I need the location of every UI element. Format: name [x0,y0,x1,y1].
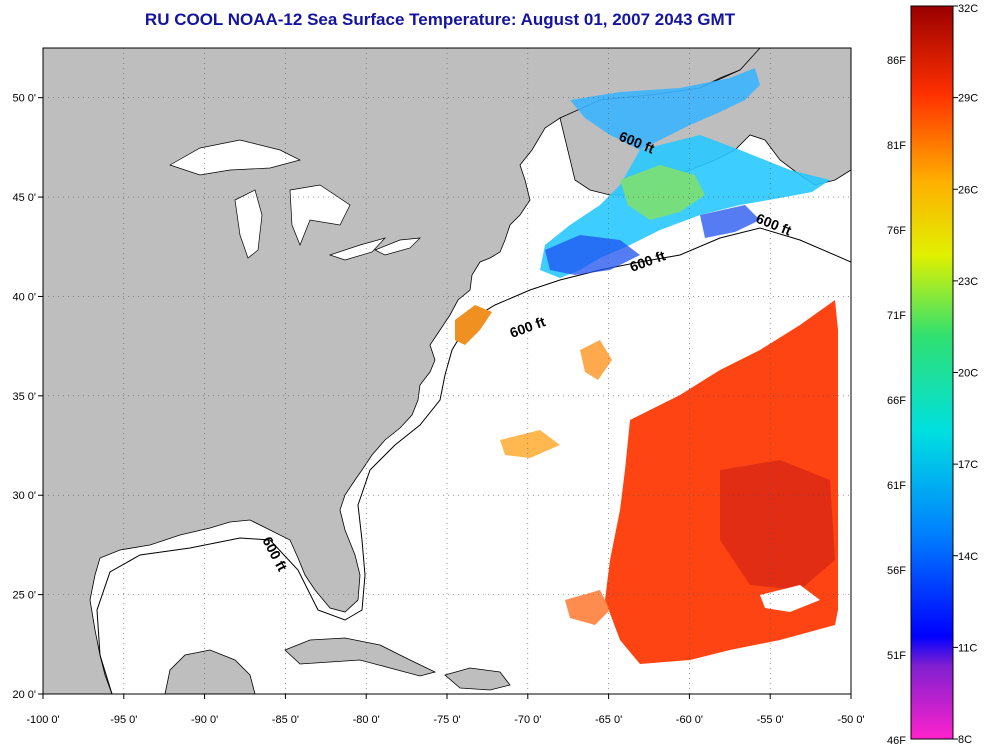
lat-tick-label: 35 0' [12,391,36,403]
fahrenheit-label: 71F [887,310,906,322]
celsius-label: 17C [958,459,978,471]
lat-tick-label: 30 0' [12,490,36,502]
lon-tick-label: -70 0' [514,714,541,726]
lat-tick-label: 25 0' [12,590,36,602]
fahrenheit-label: 56F [887,565,906,577]
celsius-label: 26C [958,184,978,196]
lon-tick-label: -80 0' [353,714,380,726]
lat-tick-label: 20 0' [12,689,36,701]
sst-north-patch [540,68,830,278]
fahrenheit-label: 86F [887,55,906,67]
lat-tick-label: 40 0' [12,291,36,303]
depth-contour-600ft [96,227,851,694]
sst-coastal-patch [455,305,492,345]
land-yucatan [164,649,256,694]
lon-tick-label: -55 0' [757,714,784,726]
land-hispaniola [444,667,511,691]
lat-tick-label: 50 0' [12,93,36,105]
celsius-label: 11C [958,642,977,654]
lon-tick-label: -85 0' [272,714,299,726]
map-title: RU COOL NOAA-12 Sea Surface Temperature:… [144,10,736,29]
lon-tick-label: -75 0' [433,714,460,726]
sst-south-patch [500,300,838,664]
lon-tick-label: -95 0' [110,714,137,726]
fahrenheit-label: 46F [887,735,906,747]
latitude-axis: 20 0' 25 0' 30 0' 35 0' 40 0' 45 0' 50 0' [12,93,43,701]
celsius-label: 23C [958,276,978,288]
fahrenheit-label: 61F [887,480,906,492]
fahrenheit-label: 51F [887,650,906,662]
lat-tick-label: 45 0' [12,192,36,204]
celsius-label: 8C [958,734,972,746]
fahrenheit-label: 76F [887,225,906,237]
celsius-label: 32C [958,3,978,15]
fahrenheit-label: 66F [887,395,906,407]
celsius-label: 14C [958,551,978,563]
great-lakes [169,139,421,261]
celsius-label: 20C [958,368,978,380]
colorbar [910,5,954,740]
land-cuba [284,637,437,677]
lon-tick-label: -90 0' [191,714,218,726]
colorbar-labels: 32C 29C 26C 23C 20C 17C 14C 11C 8C 86F 81F 76F 71F 66… [887,3,978,747]
longitude-axis: -100 0' -95 0' -90 0' -85 0' -80 0' -75 0' -70… [26,694,865,726]
lon-tick-label: -65 0' [595,714,622,726]
celsius-label: 29C [958,93,978,105]
fahrenheit-label: 81F [887,140,906,152]
lon-tick-label: -50 0' [837,714,864,726]
lon-tick-label: -60 0' [676,714,703,726]
lon-tick-label: -100 0' [26,714,59,726]
